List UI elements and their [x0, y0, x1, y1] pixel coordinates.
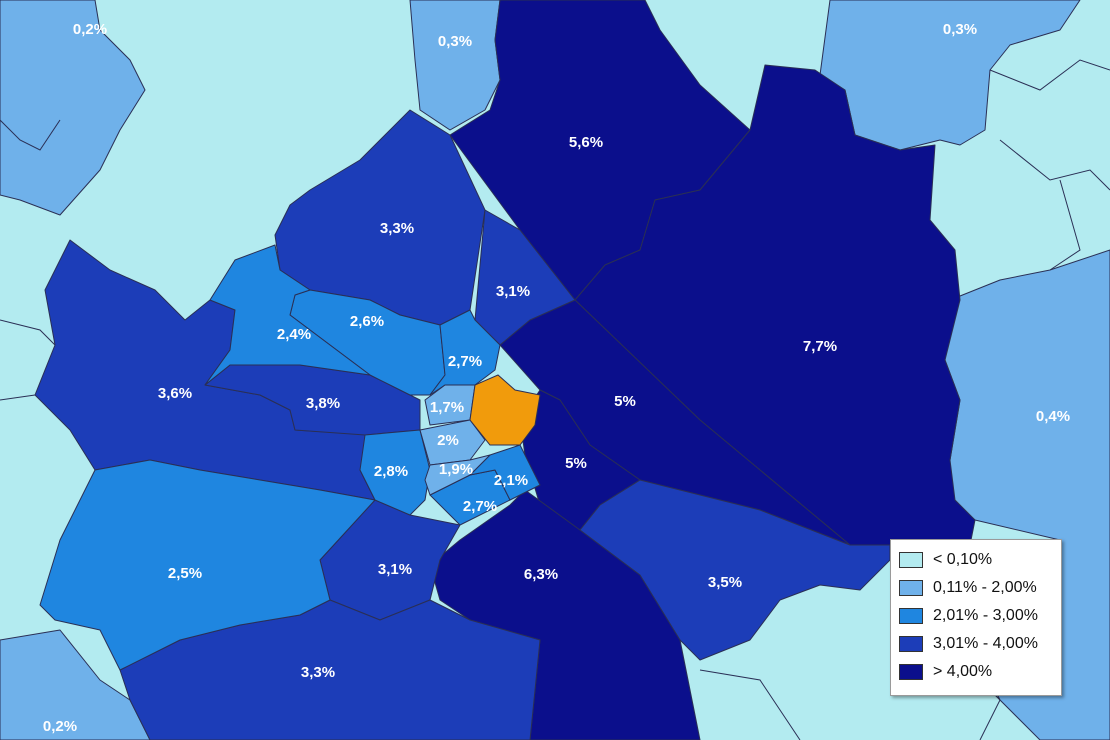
legend-label: 0,11% - 2,00%: [933, 579, 1037, 596]
label-landstrasse: 5%: [565, 455, 587, 472]
label-outer-sw: 0,2%: [43, 718, 77, 735]
label-outer-e: 0,4%: [1036, 408, 1070, 425]
label-leopoldstadt: 5%: [614, 393, 636, 410]
legend-item: 0,11% - 2,00%: [899, 574, 1061, 602]
label-hernals: 2,4%: [277, 326, 311, 343]
legend-item: 2,01% - 3,00%: [899, 602, 1061, 630]
legend: < 0,10% 0,11% - 2,00% 2,01% - 3,00% 3,01% -…: [890, 539, 1062, 696]
label-donaustadt: 7,7%: [803, 338, 837, 355]
region-outer-nw: [0, 0, 146, 216]
legend-item: < 0,10%: [899, 546, 1061, 574]
label-meidling: 3,1%: [378, 561, 412, 578]
legend-item: > 4,00%: [899, 658, 1061, 686]
label-rudolfsheim: 2,8%: [374, 463, 408, 480]
region-neubau: [419, 419, 486, 466]
label-ottakring: 3,8%: [306, 395, 340, 412]
region-hernals: [204, 244, 371, 386]
legend-label: > 4,00%: [933, 663, 993, 680]
region-hietzing: [39, 459, 376, 671]
region-donaustadt: [574, 64, 976, 546]
label-outer-ne: 0,3%: [943, 21, 977, 38]
region-simmering: [579, 479, 891, 661]
region-innere-stadt: [469, 374, 541, 446]
label-margareten: 2,7%: [463, 498, 497, 515]
label-doebling: 3,3%: [380, 220, 414, 237]
legend-item: 3,01% - 4,00%: [899, 630, 1061, 658]
label-penzing: 3,6%: [158, 385, 192, 402]
region-labels: 0,2% 0,3% 0,3% 0,4% 0,2% 5,6% 7,7% 5% 5% 6,3% 3,5%…: [43, 21, 1070, 735]
label-mariahilf: 1,9%: [439, 461, 473, 478]
label-josefstadt: 1,7%: [430, 399, 464, 416]
legend-label: 3,01% - 4,00%: [933, 635, 1038, 652]
region-mariahilf: [424, 454, 491, 496]
label-hietzing: 2,5%: [168, 565, 202, 582]
legend-label: 2,01% - 3,00%: [933, 607, 1038, 624]
label-alsergrund: 2,7%: [448, 353, 482, 370]
legend-swatch: [899, 636, 923, 652]
label-wieden: 2,1%: [494, 472, 528, 489]
label-waehring: 2,6%: [350, 313, 384, 330]
label-neubau: 2%: [437, 432, 459, 449]
legend-swatch: [899, 608, 923, 624]
legend-swatch: [899, 552, 923, 568]
legend-label: < 0,10%: [933, 551, 993, 568]
label-simmering: 3,5%: [708, 574, 742, 591]
legend-swatch: [899, 580, 923, 596]
label-liesing: 3,3%: [301, 664, 335, 681]
label-outer-n: 0,3%: [438, 33, 472, 50]
label-outer-nw: 0,2%: [73, 21, 107, 38]
region-alsergrund: [429, 309, 501, 396]
legend-swatch: [899, 664, 923, 680]
label-brigittenau: 3,1%: [496, 283, 530, 300]
label-floridsdorf: 5,6%: [569, 134, 603, 151]
label-favoriten: 6,3%: [524, 566, 558, 583]
